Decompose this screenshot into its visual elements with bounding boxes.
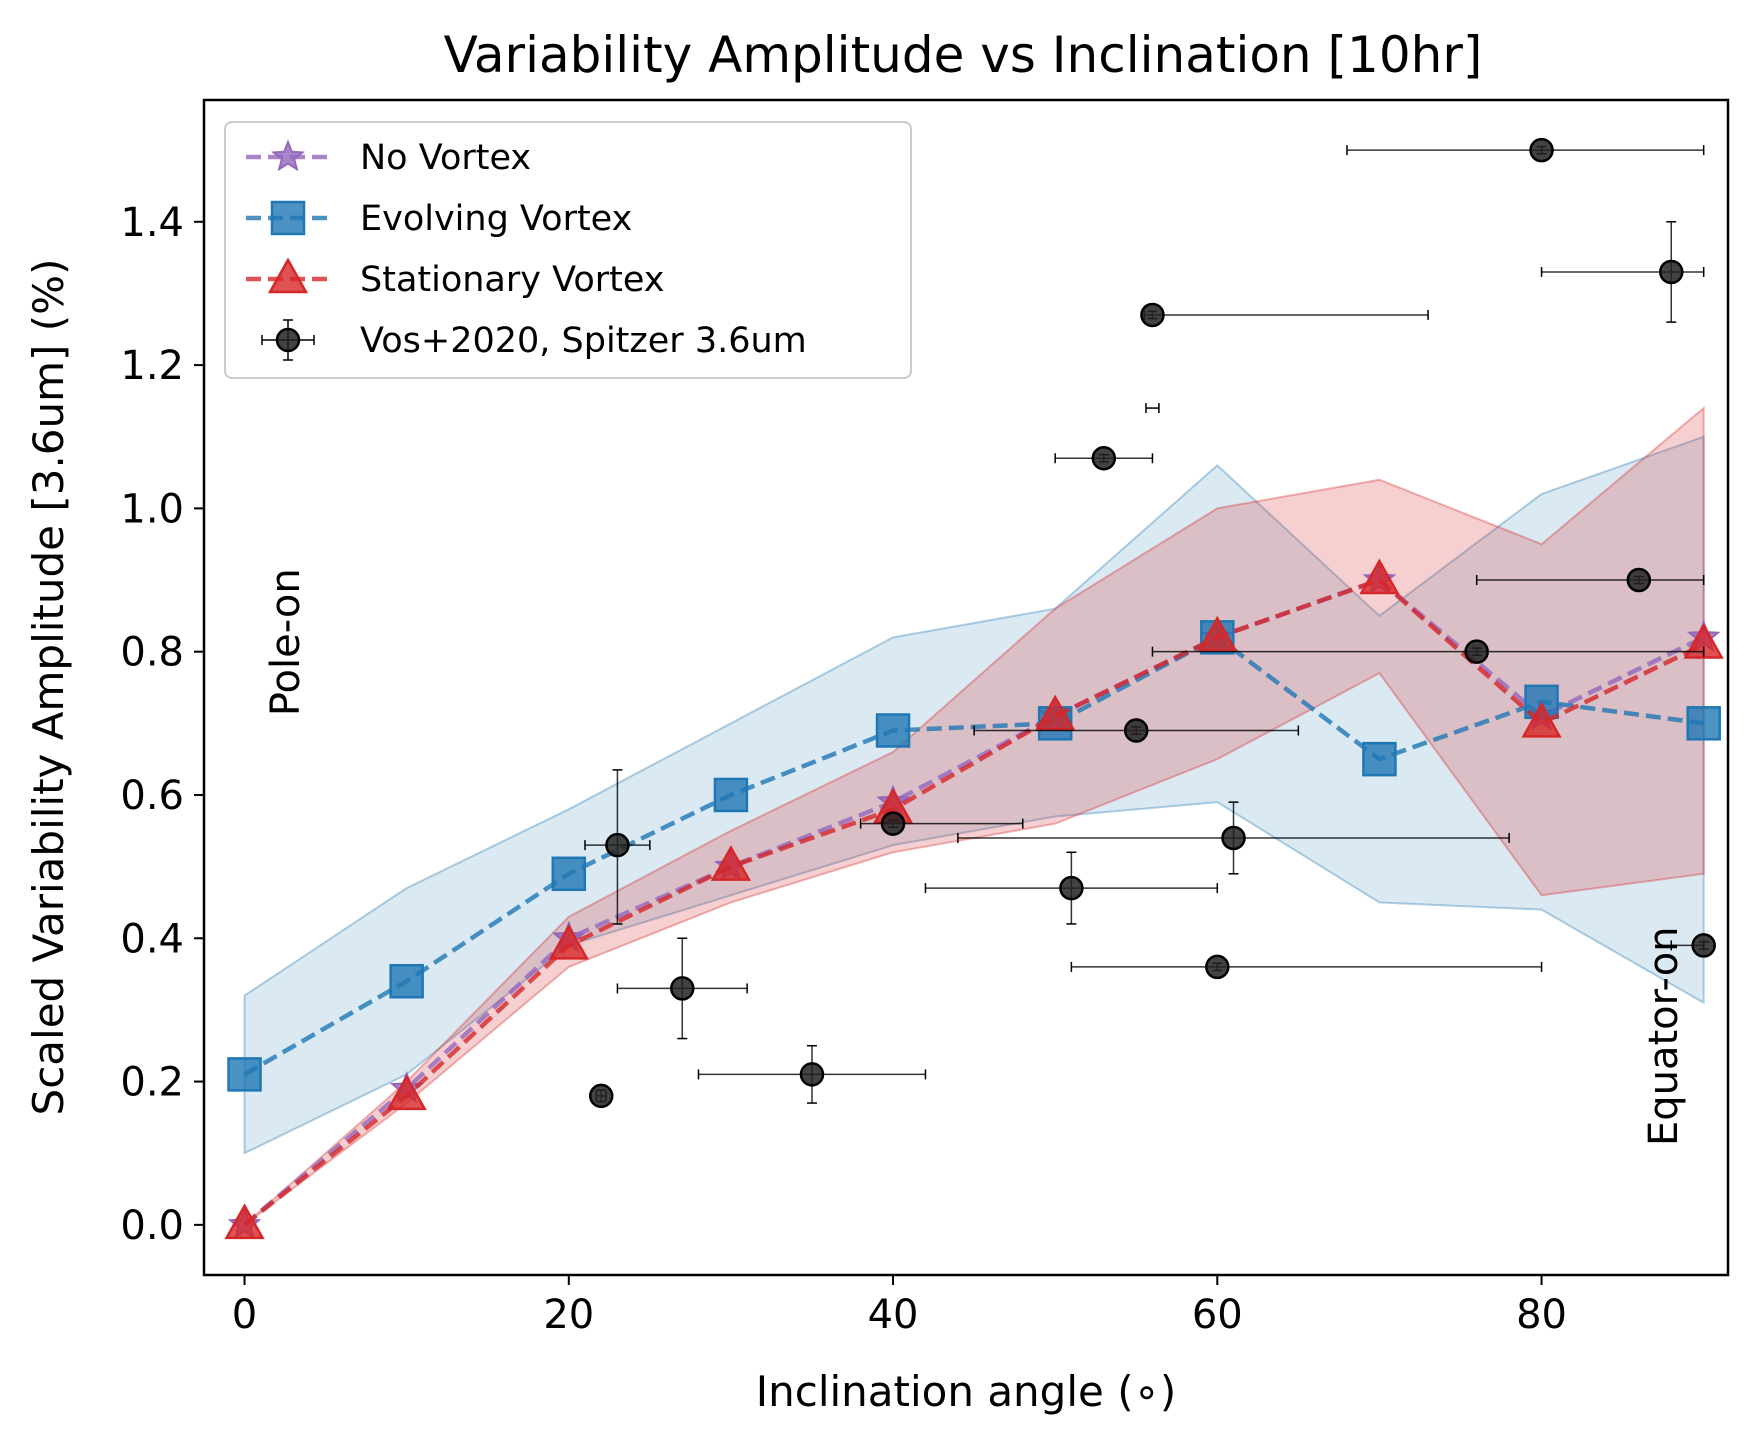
evolving-vortex-marker — [1686, 706, 1721, 741]
observation-marker — [1059, 875, 1084, 901]
evolving-vortex-marker — [1362, 741, 1397, 777]
y-tick-label: 0.0 — [120, 1203, 184, 1249]
observation-marker — [1123, 718, 1149, 743]
axes: 0 20 40 60 80 0.0 0.2 0.4 0.6 0.8 1.0 1.2 1.4 — [120, 200, 1567, 1338]
legend-label: Evolving Vortex — [360, 199, 632, 239]
y-tick-label: 1.2 — [120, 343, 184, 389]
observation-point — [924, 851, 1219, 925]
legend-marker — [275, 327, 301, 353]
y-tick-label: 0.6 — [120, 773, 184, 819]
legend-label: Stationary Vortex — [360, 260, 665, 300]
observation-point — [1540, 221, 1705, 323]
legend-item-no-vortex: No Vortex — [246, 138, 531, 178]
stationary-vortex-band — [243, 405, 1705, 1226]
observation-point — [616, 937, 748, 1040]
plot-frame — [202, 98, 1730, 1277]
annotations: Pole-on Equator-on — [263, 568, 1687, 1146]
observation-point — [697, 1044, 927, 1104]
observation-point — [584, 769, 651, 925]
observation-marker — [605, 832, 630, 858]
y-tick-label: 0.8 — [120, 630, 184, 676]
observation-point — [1475, 567, 1705, 593]
observation-point — [1054, 445, 1154, 471]
x-tick-label: 80 — [1516, 1292, 1567, 1338]
observation-point — [1140, 302, 1429, 328]
stationary-vortex-marker — [1197, 615, 1238, 652]
legend: No Vortex Evolving Vortex Stationary Vorte… — [224, 121, 912, 379]
no-vortex-line — [243, 577, 1705, 1227]
stationary-vortex-marker — [1035, 694, 1076, 731]
stationary-vortex-marker — [1683, 622, 1724, 659]
x-tick-label: 40 — [868, 1292, 919, 1338]
observation-marker — [1464, 639, 1489, 664]
plot-area — [224, 137, 1724, 1240]
legend-item-evolving-vortex: Evolving Vortex — [246, 199, 632, 239]
legend-item-vos-2020-spitzer-3-6um: Vos+2020, Spitzer 3.6um — [261, 319, 807, 361]
observation-point — [1151, 639, 1705, 664]
observation-marker — [1691, 933, 1716, 958]
observation-marker — [670, 976, 695, 1001]
observation-point — [1346, 137, 1705, 163]
evolving-vortex-marker — [227, 1057, 262, 1092]
evolving-vortex-marker — [875, 713, 911, 748]
legend-marker — [271, 139, 305, 172]
stationary-vortex-marker — [386, 1074, 427, 1111]
evolving-vortex-marker — [389, 964, 424, 999]
annotation-equator-on: Equator-on — [1641, 926, 1687, 1146]
legend-box — [224, 121, 912, 379]
observation-marker — [799, 1062, 825, 1087]
stationary-vortex-line — [243, 577, 1705, 1227]
evolving-vortex-marker — [713, 777, 749, 813]
evolving-vortex-band — [243, 435, 1705, 1155]
legend-marker — [270, 200, 306, 236]
observation-marker — [1140, 302, 1165, 328]
observation-marker — [1221, 825, 1246, 851]
observation-point — [588, 1083, 614, 1109]
y-tick-label: 1.0 — [120, 486, 184, 532]
observation-point — [1070, 954, 1543, 980]
y-axis-label: Scaled Variability Amplitude [3.6um] (%) — [24, 259, 73, 1116]
annotation-pole-on: Pole-on — [263, 568, 309, 716]
x-tick-label: 60 — [1192, 1292, 1243, 1338]
stationary-vortex-marker — [1521, 701, 1562, 738]
y-tick-label: 0.4 — [120, 916, 184, 962]
legend-marker — [267, 257, 309, 294]
observation-marker — [588, 1083, 614, 1109]
evolving-vortex-marker — [551, 856, 587, 892]
stationary-vortex-marker — [710, 845, 752, 881]
observation-marker — [1205, 954, 1230, 980]
x-tick-label: 20 — [543, 1292, 594, 1338]
observation-point — [1670, 933, 1716, 958]
observation-marker — [1091, 445, 1117, 471]
legend-item-stationary-vortex: Stationary Vortex — [246, 257, 665, 300]
y-tick-label: 1.4 — [120, 200, 184, 246]
observation-point — [957, 801, 1510, 875]
legend-label: Vos+2020, Spitzer 3.6um — [360, 321, 807, 361]
observation-marker — [1626, 567, 1652, 593]
observation-marker — [880, 811, 906, 836]
x-axis-label: Inclination angle (∘) — [756, 1367, 1177, 1416]
stationary-vortex-marker — [224, 1203, 265, 1240]
chart-title: Variability Amplitude vs Inclination [10… — [444, 26, 1483, 84]
observation-errorbar — [1145, 403, 1160, 414]
observation-marker — [1529, 137, 1554, 163]
observation-marker — [1659, 259, 1684, 285]
legend-label: No Vortex — [360, 138, 531, 178]
y-tick-label: 0.2 — [120, 1060, 184, 1106]
stationary-vortex-marker — [1359, 558, 1400, 595]
stationary-vortex-marker — [548, 923, 589, 960]
observation-point — [973, 718, 1300, 743]
observation-point — [859, 811, 1024, 836]
x-tick-label: 0 — [232, 1292, 257, 1338]
